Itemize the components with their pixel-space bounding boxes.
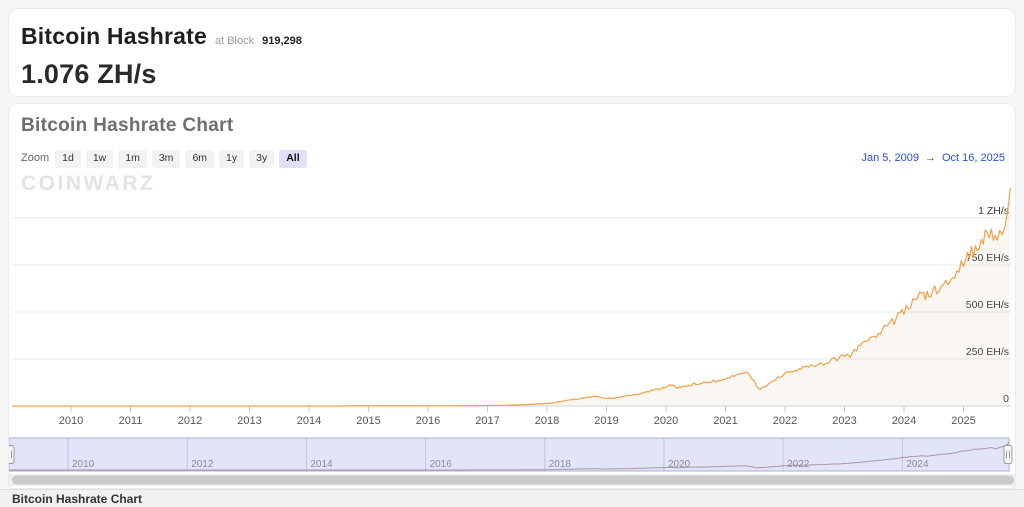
navigator-label-2020: 2020 [668, 459, 691, 470]
current-hashrate-value: 1.076 ZH/s [21, 59, 157, 89]
range-end-date[interactable]: Oct 16, 2025 [942, 152, 1005, 164]
zoom-1d-button[interactable]: 1d [55, 150, 81, 168]
navigator-label-2018: 2018 [549, 459, 572, 470]
navigator-label-2016: 2016 [430, 459, 453, 470]
zoom-6m-button[interactable]: 6m [185, 150, 215, 168]
y-axis-label: 0 [1003, 393, 1009, 405]
x-axis-label-2019: 2019 [594, 415, 618, 427]
zoom-label: Zoom [21, 152, 50, 164]
chart-toolbar: Zoom 1d 1w 1m 3m 6m 1y 3y All Jan 5, 2009 → Oct… [21, 148, 1006, 168]
x-axis-label-2022: 2022 [773, 415, 797, 427]
at-block-label: at Block [214, 35, 255, 47]
navigator-track [9, 437, 1010, 472]
x-axis-label-2025: 2025 [951, 415, 975, 427]
block-number: 919,298 [262, 35, 302, 47]
x-axis-label-2020: 2020 [654, 415, 678, 427]
x-axis-label-2018: 2018 [535, 415, 559, 427]
range-arrow-icon: → [925, 152, 936, 164]
header-card: Bitcoin Hashrate at Block 919,298 1.076 … [8, 8, 1016, 97]
chart-section-title: Bitcoin Hashrate Chart [21, 115, 234, 136]
navigator-selected-mask[interactable] [9, 437, 1010, 472]
x-axis-label-2023: 2023 [832, 415, 856, 427]
y-axis-label: 250 EH/s [966, 346, 1009, 358]
zoom-button-group: 1d 1w 1m 3m 6m 1y 3y All [55, 148, 312, 168]
navigator-series-line [9, 441, 1010, 471]
x-axis-label-2010: 2010 [59, 415, 83, 427]
x-axis-label-2021: 2021 [713, 415, 737, 427]
navigator-label-2024: 2024 [906, 459, 929, 470]
x-axis-label-2011: 2011 [119, 415, 143, 427]
coinwarz-watermark: CoinWarz [21, 172, 156, 195]
navigator-label-2010: 2010 [72, 459, 95, 470]
zoom-1w-button[interactable]: 1w [85, 150, 114, 168]
page-title: Bitcoin Hashrate [21, 23, 207, 49]
x-axis-label-2012: 2012 [178, 415, 202, 427]
y-axis-label: 1 ZH/s [978, 205, 1009, 217]
navigator-right-handle[interactable] [1003, 445, 1013, 464]
zoom-all-button[interactable]: All [279, 150, 307, 168]
footer-chart-label: Bitcoin Hashrate Chart [12, 491, 143, 506]
x-axis-label-2016: 2016 [416, 415, 440, 427]
zoom-1y-button[interactable]: 1y [219, 150, 245, 168]
hashrate-line-series [12, 187, 1012, 407]
hashrate-area-fill [12, 187, 1011, 406]
y-axis-label: 750 EH/s [966, 252, 1009, 264]
zoom-3m-button[interactable]: 3m [151, 150, 181, 168]
zoom-1m-button[interactable]: 1m [118, 150, 147, 168]
navigator-label-2014: 2014 [310, 459, 333, 470]
navigator-left-handle[interactable] [9, 445, 15, 464]
navigator-right-handle-grip[interactable] [1003, 445, 1013, 464]
x-axis-label-2017: 2017 [475, 415, 499, 427]
scrollbar-thumb[interactable] [11, 475, 1015, 485]
navigator-label-2012: 2012 [191, 459, 214, 470]
hashrate-chart-svg[interactable]: 0 250 EH/s 500 EH/s 750 EH/s 1 ZH/s 2010 2011 2… [9, 166, 1016, 488]
date-range: Jan 5, 2009 → Oct 16, 2025 [862, 152, 1006, 164]
range-start-date[interactable]: Jan 5, 2009 [861, 152, 920, 164]
zoom-3y-button[interactable]: 3y [249, 150, 275, 168]
x-axis-label-2024: 2024 [892, 415, 916, 427]
x-axis-label-2014: 2014 [297, 415, 321, 427]
y-axis-label: 500 EH/s [966, 299, 1009, 311]
chart-card: Bitcoin Hashrate Chart Zoom 1d 1w 1m 3m 6m 1y… [8, 103, 1016, 489]
header-title-row: Bitcoin Hashrate at Block 919,298 [21, 23, 1003, 50]
x-axis-label-2013: 2013 [237, 415, 261, 427]
x-axis-label-2015: 2015 [356, 415, 380, 427]
navigator-label-2022: 2022 [787, 459, 810, 470]
footer-bar: Bitcoin Hashrate Chart [0, 489, 1024, 507]
